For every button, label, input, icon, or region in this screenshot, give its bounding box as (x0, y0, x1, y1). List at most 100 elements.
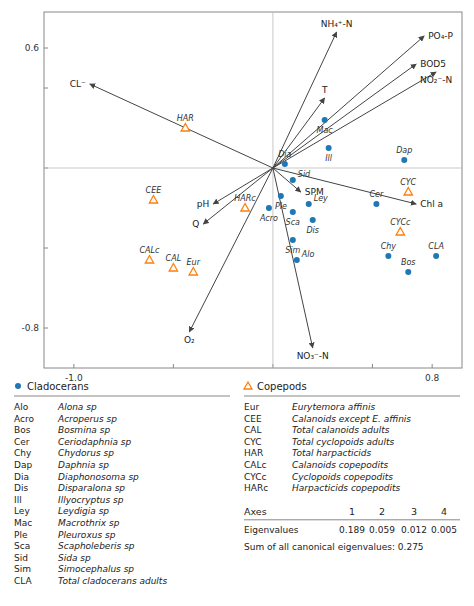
origin-v (272, 12, 273, 368)
legend-abbr: Alo (14, 402, 29, 412)
legend-abbr: CEE (244, 414, 262, 424)
legend-abbr: Mac (14, 518, 32, 528)
species-point (145, 256, 153, 264)
sum-value: 0.275 (398, 542, 424, 552)
legend-abbr: Acro (14, 414, 34, 424)
legend-full-name: Total calanoids adults (292, 425, 390, 435)
species-point (405, 269, 411, 275)
legend-abbr: Dap (14, 460, 32, 470)
legend-abbr: Chy (14, 448, 32, 458)
eigenvalue: 0.012 (401, 525, 427, 535)
species-label: Sid (298, 170, 311, 179)
species-point (322, 117, 328, 123)
variable-label: Q (192, 219, 199, 229)
species-label: HAR (177, 114, 194, 123)
legend-abbr: Dis (14, 483, 28, 493)
variable-arrow (273, 72, 436, 168)
variable-label: BOD5 (420, 59, 446, 69)
legend-header: Cladocerans (27, 381, 89, 392)
species-label: Cer (370, 190, 385, 199)
species-label: Dia (278, 150, 291, 159)
species-label: CALc (140, 246, 161, 255)
species-label: CAL (166, 254, 182, 263)
variable-arrow (189, 168, 273, 332)
species-point (241, 204, 249, 212)
legend-abbr: Dia (14, 472, 29, 482)
variable-arrow (273, 32, 337, 168)
legend-rule (244, 396, 460, 397)
species-point (373, 201, 379, 207)
legend-abbr: Cer (14, 437, 30, 447)
variable-label: pH (197, 199, 209, 209)
legend-abbr: HAR (244, 448, 263, 458)
species-label: Ley (314, 194, 328, 203)
legend-abbr: CLA (14, 576, 33, 586)
x-tick-label: 0.8 (425, 373, 440, 383)
species-label: CYC (400, 178, 416, 187)
plot-frame (44, 12, 462, 368)
y-tick (44, 88, 48, 89)
legend-full-name: Simocephalus sp (58, 564, 134, 574)
variable-arrow (273, 168, 416, 204)
legend-abbr: Ple (14, 530, 28, 540)
species-label: Acro (259, 214, 278, 223)
species-point (326, 145, 332, 151)
variable-label: T (321, 85, 328, 95)
species-label: Mac (317, 126, 334, 135)
legend-full-name: Disparalona sp (58, 483, 125, 493)
species-point (401, 157, 407, 163)
eigenvalue: 0.059 (369, 525, 395, 535)
legend-abbr: HARc (244, 483, 268, 493)
origin-h (44, 168, 462, 169)
variable-label: CL⁻ (70, 79, 86, 89)
table-axis-number: 3 (411, 506, 417, 517)
legend-full-name: Ceriodaphnia sp (58, 437, 131, 447)
species-label: Chy (381, 242, 397, 251)
species-label: Dap (396, 146, 412, 155)
legend-abbr: Sid (14, 553, 28, 563)
species-point (149, 196, 157, 204)
y-tick-label: -0.8 (21, 323, 39, 333)
legend-full-name: Cyclopoids copepodits (292, 472, 393, 482)
x-tick (173, 364, 174, 368)
eigenvalue: 0.189 (339, 525, 365, 535)
legend-abbr: CAL (244, 425, 261, 435)
legend-full-name: Alona sp (57, 402, 97, 412)
legend-full-name: Pleuroxus sp (58, 530, 116, 540)
table-axis-number: 2 (379, 506, 385, 517)
legend-full-name: Total cyclopoids adults (292, 437, 394, 447)
species-label: Eur (187, 258, 201, 267)
legend-full-name: Acroperus sp (57, 414, 117, 424)
species-point (266, 205, 272, 211)
table-axis-number: 4 (441, 506, 447, 517)
x-tick (372, 364, 373, 368)
variable-label: NH₄⁺-N (321, 19, 353, 29)
legend-header: Copepods (257, 381, 307, 392)
species-point (278, 193, 284, 199)
species-label: CLA (428, 242, 444, 251)
species-label: Bos (401, 258, 416, 267)
species-label: Sim (285, 246, 300, 255)
species-point (189, 268, 197, 276)
legend-abbr: Sim (14, 564, 31, 574)
legend-abbr: CYC (244, 437, 261, 447)
legend-full-name: Chydorus sp (58, 448, 114, 458)
y-tick (44, 48, 48, 49)
legend-abbr: Eur (244, 402, 259, 412)
species-point (169, 264, 177, 272)
species-point (396, 228, 404, 236)
legend-abbr: Sca (14, 541, 30, 551)
variable-label: O₂ (184, 335, 195, 345)
legend-full-name: Diaphonosoma sp (58, 472, 139, 482)
legend-full-name: Leydigia sp (58, 506, 109, 516)
species-label: CEE (146, 186, 163, 195)
legend-abbr: Ley (14, 506, 30, 516)
table-row-label: Eigenvalues (244, 525, 299, 535)
species-point (290, 177, 296, 183)
variable-arrow (90, 84, 273, 168)
legend-full-name: Scapholeberis sp (58, 541, 135, 551)
legend-full-name: Eurytemora affinis (292, 402, 376, 412)
sum-canonical: Sum of all canonical eigenvalues: 0.275 (244, 542, 424, 552)
species-point (310, 217, 316, 223)
legend-full-name: Daphnia sp (58, 460, 109, 470)
